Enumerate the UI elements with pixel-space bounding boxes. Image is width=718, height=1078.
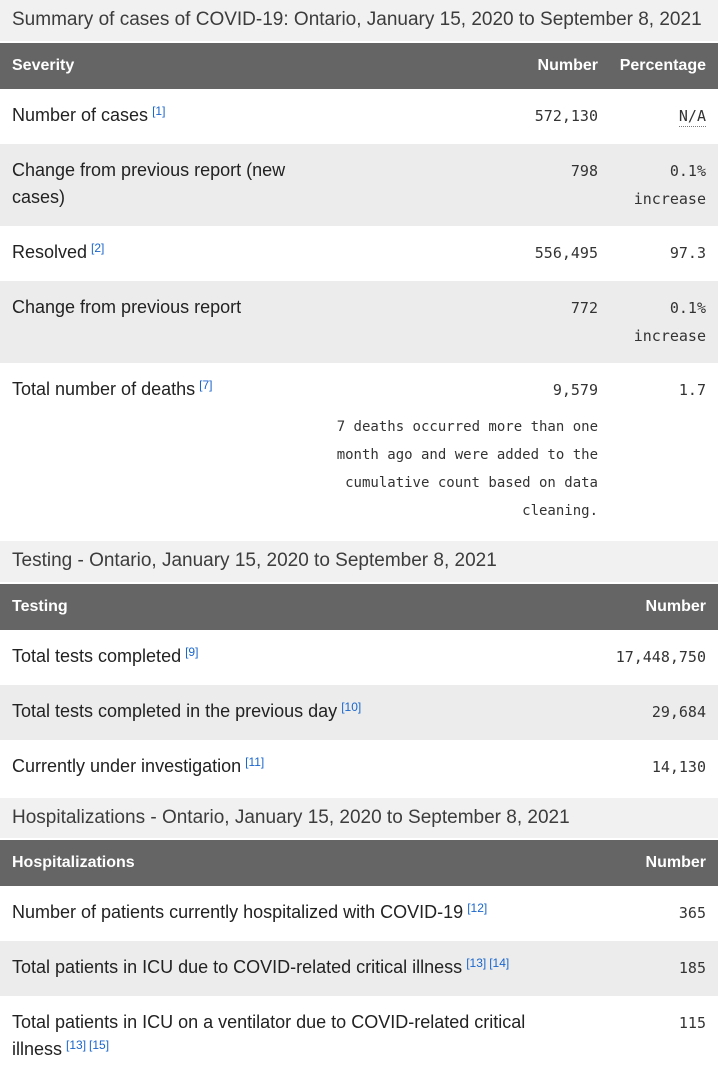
summary-table: Severity Number Percentage Number of cas… <box>0 42 718 538</box>
column-header-testing: Testing <box>12 597 68 615</box>
percentage-value: 97.3 <box>669 243 706 262</box>
row-label-text: Total tests completed <box>12 645 182 666</box>
row-label-text: Number of patients currently hospitalize… <box>12 902 464 923</box>
column-header-percentage: Percentage <box>619 56 706 74</box>
testing-table: Testing Number Total tests completed [9] … <box>0 583 718 795</box>
hospitalizations-table: Hospitalizations Number Number of patien… <box>0 840 718 1078</box>
footnote-link-9[interactable]: [9] <box>185 644 199 659</box>
footnote-link-13[interactable]: [13] <box>466 956 487 971</box>
column-header-number: Number <box>645 597 706 615</box>
hospitalizations-table-header: Hospitalizations Number <box>0 840 718 887</box>
row-label: Total patients in ICU due to COVID-relat… <box>12 954 586 983</box>
number-value: 185 <box>678 959 706 978</box>
number-value: 798 <box>570 161 598 180</box>
footnote-link-7[interactable]: [7] <box>199 377 213 392</box>
table-row-icu: Total patients in ICU due to COVID-relat… <box>0 941 718 997</box>
row-label-text: Total tests completed in the previous da… <box>12 700 338 721</box>
table-row-tests-previous-day: Total tests completed in the previous da… <box>0 684 718 740</box>
row-label: Resolved [2] <box>12 239 292 268</box>
percentage-value: 0.1% increase <box>633 298 706 345</box>
number-value: 572,130 <box>534 106 598 125</box>
table-row-total-deaths: Total number of deaths [7] 9,579 7 deaths… <box>0 362 718 538</box>
table-row-change-resolved: Change from previous report 772 0.1% inc… <box>0 280 718 363</box>
row-label-text: Total patients in ICU on a ventilator du… <box>12 1012 526 1060</box>
percentage-value: 0.1% increase <box>633 161 706 208</box>
row-label: Total patients in ICU on a ventilator du… <box>12 1009 586 1065</box>
row-label-text: Total number of deaths <box>12 378 196 399</box>
footnote-link-14[interactable]: [14] <box>489 956 510 971</box>
row-label: Number of cases [1] <box>12 102 292 131</box>
column-header-hospitalizations: Hospitalizations <box>12 854 135 872</box>
row-label: Change from previous report <box>12 294 292 321</box>
number-value: 17,448,750 <box>615 647 706 666</box>
table-row-number-of-cases: Number of cases [1] 572,130 N/A <box>0 88 718 144</box>
number-value: 365 <box>678 904 706 923</box>
row-label-text: Currently under investigation <box>12 755 242 776</box>
table-row-currently-hospitalized: Number of patients currently hospitalize… <box>0 886 718 942</box>
percentage-value: N/A <box>598 102 706 130</box>
row-label: Number of patients currently hospitalize… <box>12 899 586 928</box>
footnote-link-1[interactable]: [1] <box>152 103 166 118</box>
row-label-text: Total patients in ICU due to COVID-relat… <box>12 957 463 978</box>
footnote-link-11[interactable]: [11] <box>245 754 265 769</box>
table-row-icu-ventilator: Total patients in ICU on a ventilator du… <box>0 996 718 1078</box>
row-label-text: Number of cases <box>12 104 149 125</box>
footnote-link-2[interactable]: [2] <box>91 240 105 255</box>
deaths-data-cleaning-note: 7 deaths occurred more than one month ag… <box>336 418 598 519</box>
row-label: Total number of deaths [7] <box>12 376 292 405</box>
summary-table-header: Severity Number Percentage <box>0 42 718 89</box>
column-header-number: Number <box>537 56 598 74</box>
table-row-total-tests: Total tests completed [9] 17,448,750 <box>0 629 718 685</box>
table-row-change-new-cases: Change from previous report (new cases) … <box>0 143 718 226</box>
deaths-number: 9,579 <box>552 380 598 399</box>
column-header-severity: Severity <box>12 56 75 74</box>
column-header-number: Number <box>645 854 706 872</box>
row-label: Total tests completed [9] <box>12 643 586 672</box>
section-title-hospitalizations: Hospitalizations - Ontario, January 15, … <box>0 797 718 839</box>
testing-table-header: Testing Number <box>0 583 718 630</box>
number-value: 9,579 7 deaths occurred more than one mo… <box>292 376 598 525</box>
table-row-under-investigation: Currently under investigation [11] 14,130 <box>0 739 718 795</box>
table-row-resolved: Resolved [2] 556,495 97.3 <box>0 225 718 281</box>
section-title-summary: Summary of cases of COVID-19: Ontario, J… <box>0 0 718 41</box>
percentage-value: 1.7 <box>678 380 706 399</box>
row-label-text: Resolved <box>12 241 88 262</box>
row-label-text: Change from previous report (new cases) <box>12 159 286 207</box>
number-value: 556,495 <box>534 243 598 262</box>
number-value: 14,130 <box>651 757 706 776</box>
number-value: 29,684 <box>651 702 706 721</box>
number-value: 772 <box>570 298 598 317</box>
row-label: Currently under investigation [11] <box>12 753 586 782</box>
na-abbreviation: N/A <box>678 106 706 127</box>
number-value: 115 <box>678 1014 706 1033</box>
footnote-link-12[interactable]: [12] <box>467 901 488 916</box>
footnote-link-10[interactable]: [10] <box>341 699 362 714</box>
footnote-link-13b[interactable]: [13] <box>66 1038 87 1053</box>
row-label-text: Change from previous report <box>12 296 242 317</box>
section-title-testing: Testing - Ontario, January 15, 2020 to S… <box>0 540 718 582</box>
footnote-link-15[interactable]: [15] <box>89 1038 110 1053</box>
row-label: Total tests completed in the previous da… <box>12 698 586 727</box>
row-label: Change from previous report (new cases) <box>12 157 292 211</box>
